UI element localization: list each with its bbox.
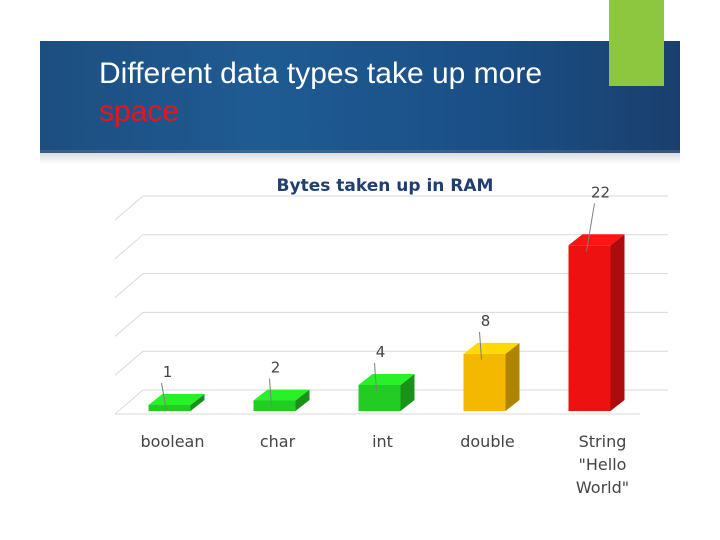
gridline-diag	[114, 312, 144, 337]
gridline-diag	[114, 389, 144, 415]
bar-top	[568, 234, 625, 246]
bar-front	[358, 384, 401, 411]
bar-side	[295, 389, 310, 411]
bar-front	[568, 245, 611, 411]
gridline-diag	[114, 273, 144, 298]
accent-square	[609, 0, 664, 86]
bar-front	[253, 400, 296, 411]
bar-side	[400, 373, 415, 411]
label-leader	[374, 362, 377, 391]
label-leader	[269, 378, 272, 407]
bars	[148, 234, 625, 411]
bar-top	[253, 389, 310, 401]
slide-title: Different data types take up more space	[99, 55, 659, 131]
bar-top	[358, 373, 415, 385]
title-band-shadow	[40, 150, 680, 164]
bar-top	[463, 342, 520, 354]
data-label: 4	[376, 343, 386, 361]
data-label: 22	[591, 183, 610, 201]
gridline-diag	[114, 350, 144, 376]
gridline-diag	[114, 195, 144, 221]
slide-title-main: Different data types take up more	[99, 57, 543, 90]
label-leader	[161, 382, 167, 412]
bar-side	[190, 394, 205, 411]
label-leaders	[161, 203, 595, 412]
data-label: 2	[271, 358, 281, 376]
chart-title: Bytes taken up in RAM	[276, 176, 494, 196]
bar-front	[148, 405, 191, 411]
bar-side	[505, 342, 520, 411]
label-leader	[479, 331, 482, 360]
gridline-diag	[114, 234, 144, 260]
data-label: 8	[481, 312, 491, 330]
label-leader	[586, 203, 595, 252]
bar-side	[610, 234, 625, 411]
slide-title-accent: space	[99, 95, 180, 128]
x-tick-label: boolean	[141, 432, 205, 451]
data-labels: 1 2 4 8 22	[163, 183, 610, 381]
bar-front	[463, 353, 506, 411]
bar-top	[148, 394, 205, 405]
x-tick-labels: boolean char int double String "Hello World"	[141, 432, 630, 497]
x-tick-label: int	[372, 432, 393, 451]
data-label: 1	[163, 363, 173, 381]
x-tick-label: String "Hello World"	[576, 432, 629, 497]
x-tick-label: double	[460, 432, 515, 451]
x-tick-label: char	[260, 432, 296, 451]
title-band	[40, 41, 680, 153]
